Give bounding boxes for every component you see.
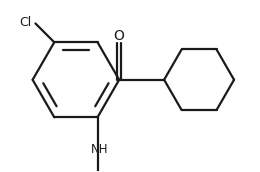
Text: O: O <box>114 29 125 43</box>
Text: NH: NH <box>91 143 109 156</box>
Text: Cl: Cl <box>19 16 31 29</box>
